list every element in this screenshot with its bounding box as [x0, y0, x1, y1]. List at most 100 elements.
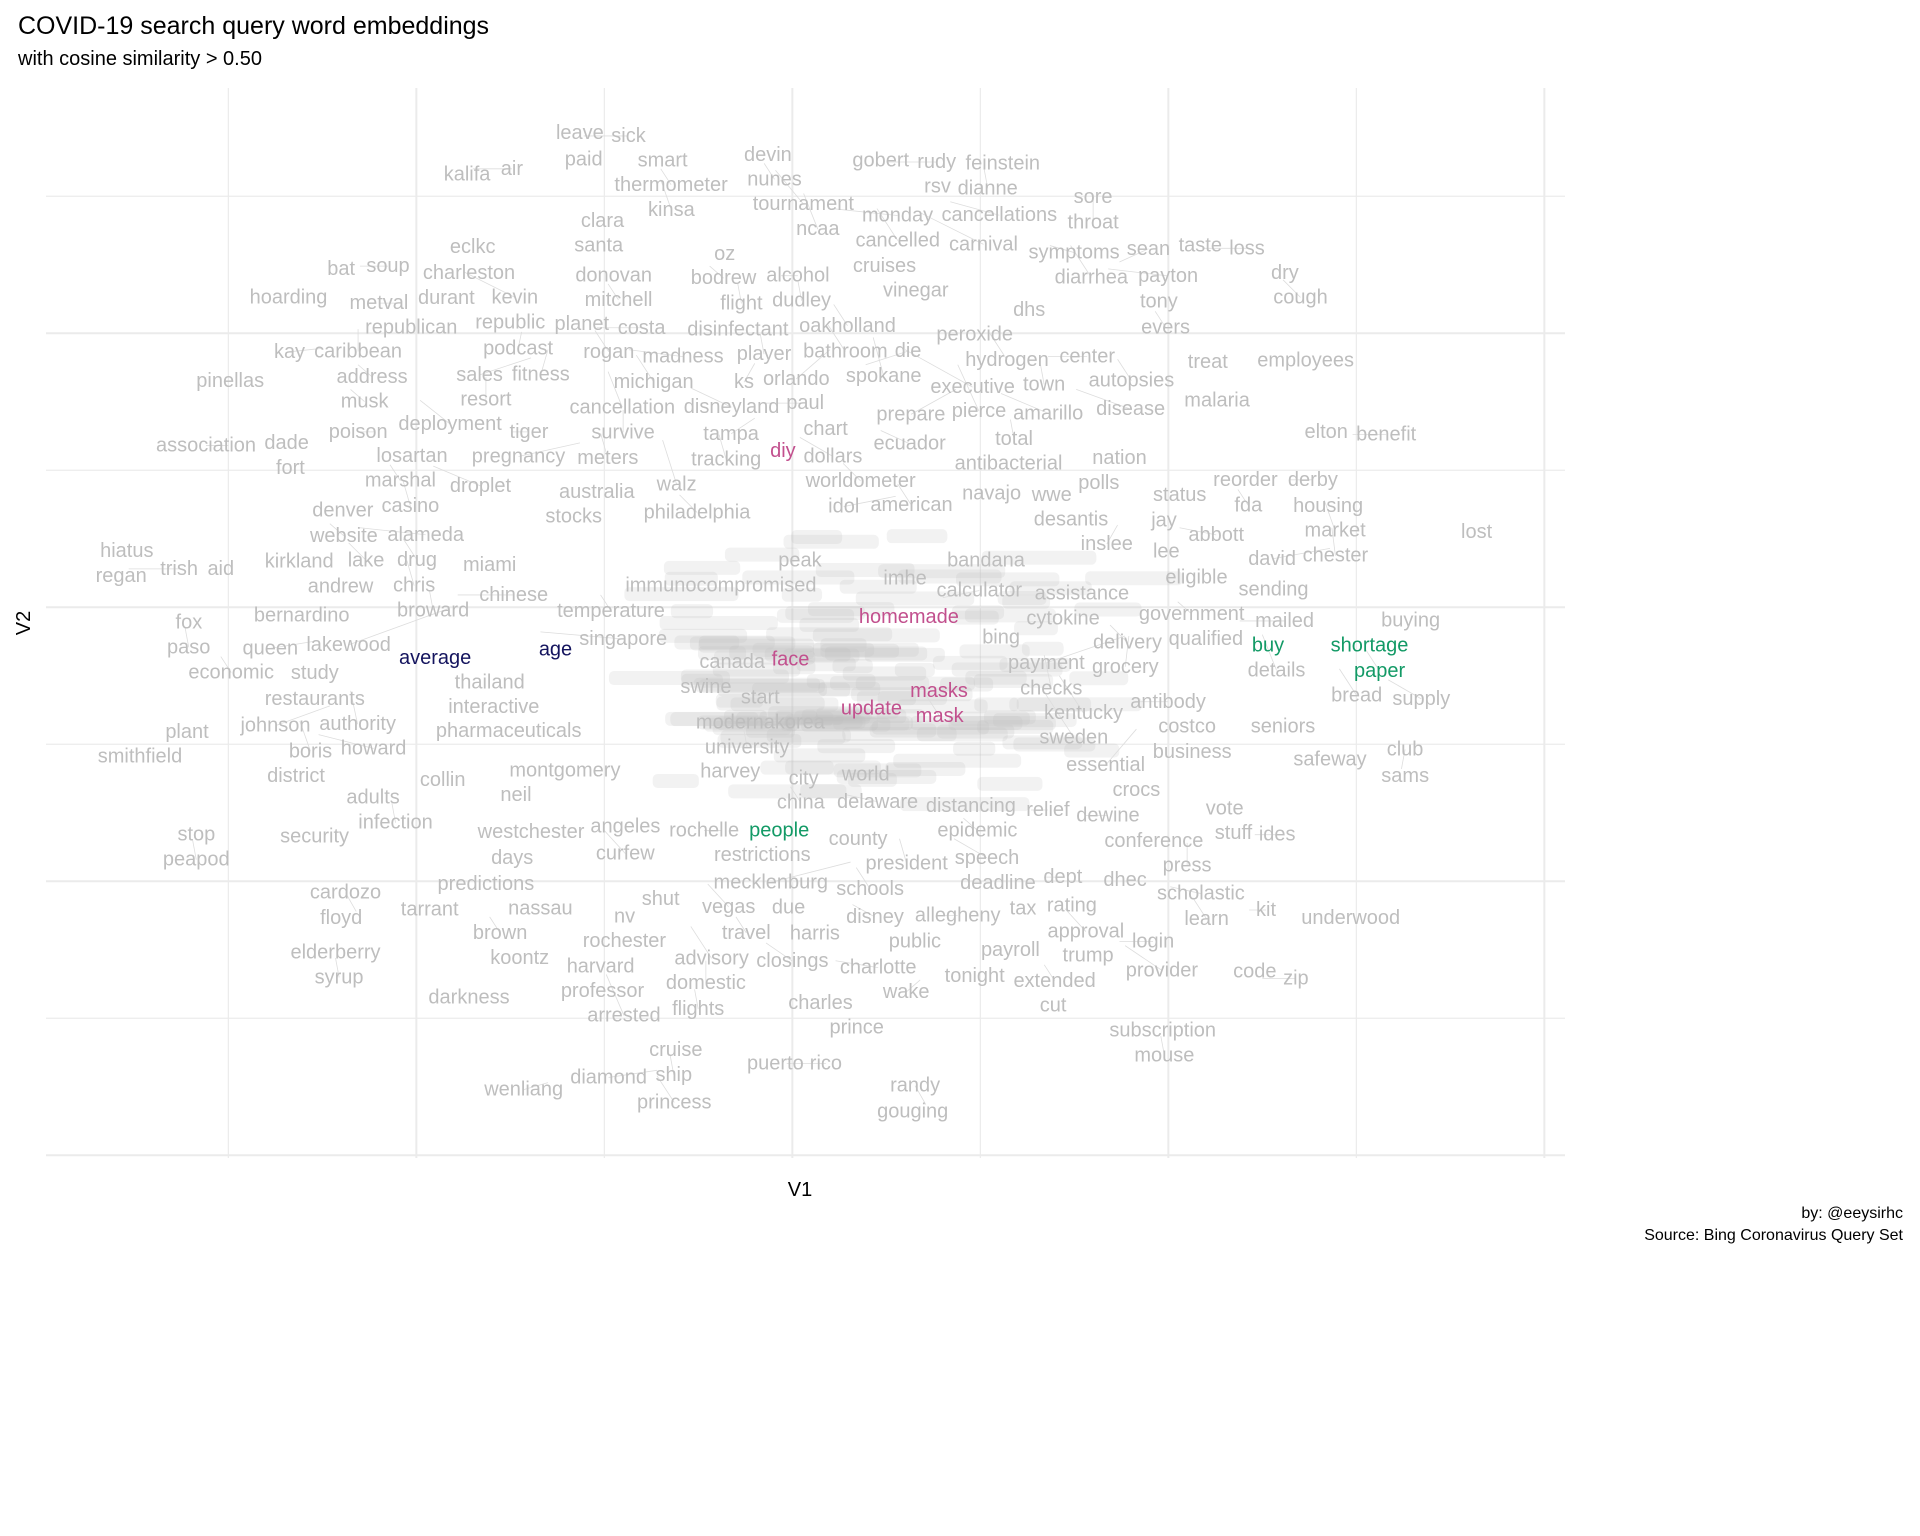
word-label: fitness: [512, 364, 570, 386]
word-label: kit: [1256, 899, 1276, 921]
word-label: world: [841, 763, 890, 785]
word-label: symptoms: [1029, 242, 1120, 264]
word-label: center: [1059, 346, 1115, 368]
overplotted-label-mark: [807, 602, 895, 617]
word-label: vote: [1206, 798, 1244, 820]
label-leader-line: [1045, 694, 1075, 738]
word-label: koontz: [490, 947, 549, 969]
overplotted-label-mark: [952, 605, 1005, 620]
label-leader-line: [842, 463, 861, 482]
word-label: meters: [577, 447, 638, 469]
label-leader-line: [628, 349, 684, 358]
label-leader-line: [775, 169, 804, 205]
highlighted-word-label: diy: [770, 440, 796, 462]
label-leader-line: [855, 867, 871, 890]
label-leader-line: [660, 168, 672, 186]
caption: by: @eeysirhc Source: Bing Coronavirus Q…: [1644, 1203, 1903, 1247]
overplotted-label-cluster: [608, 529, 1183, 812]
word-label: stuff: [1215, 822, 1253, 844]
word-label: total: [995, 428, 1033, 450]
highlighted-word-label: homemade: [859, 606, 959, 628]
overplotted-label-mark: [955, 572, 1060, 587]
label-leader-line: [523, 1082, 549, 1091]
word-label: predictions: [438, 873, 535, 895]
label-leader-line: [1272, 547, 1331, 560]
word-label: thermometer: [614, 174, 728, 196]
label-leader-line: [463, 271, 516, 298]
word-label: market: [1305, 520, 1367, 542]
label-leader-line: [950, 201, 1000, 216]
overplotted-label-mark: [776, 608, 855, 623]
overplotted-label-mark: [964, 608, 1056, 623]
word-label: town: [1023, 373, 1065, 395]
word-label: chester: [1303, 545, 1369, 567]
overplotted-label-mark: [999, 657, 1072, 672]
label-leader-line: [1261, 634, 1277, 671]
word-label: autopsies: [1089, 370, 1175, 392]
word-label: crocs: [1113, 779, 1161, 801]
word-label: schools: [836, 878, 904, 900]
word-label: dewine: [1076, 805, 1139, 827]
word-label: learn: [1184, 908, 1228, 930]
overplotted-label-mark: [833, 716, 914, 731]
word-label: diamond: [570, 1066, 647, 1088]
label-leader-line: [1043, 964, 1055, 982]
overplotted-label-mark: [608, 671, 730, 686]
word-label: distancing: [926, 795, 1016, 817]
word-label: inslee: [1081, 533, 1133, 555]
overplotted-label-mark: [713, 650, 816, 665]
word-label: tax: [1010, 897, 1037, 919]
caption-source: Source: Bing Coronavirus Query Set: [1644, 1227, 1903, 1244]
word-label: payroll: [981, 939, 1040, 961]
label-leader-line: [1237, 489, 1249, 506]
word-label: miami: [463, 554, 516, 576]
overplotted-label-mark: [973, 674, 1054, 689]
overplotted-label-mark: [772, 660, 816, 675]
overplotted-label-mark: [847, 772, 897, 787]
highlighted-word-label: update: [841, 698, 902, 720]
word-label: rudy: [917, 151, 956, 173]
word-label: government: [1139, 603, 1245, 625]
word-label: bodrew: [691, 267, 757, 289]
overplotted-label-mark: [953, 741, 996, 756]
overplotted-label-mark: [1009, 581, 1092, 596]
label-leader-line: [690, 926, 712, 959]
label-leader-line: [846, 794, 878, 803]
word-label: flights: [672, 998, 724, 1020]
label-leader-line: [289, 347, 323, 353]
label-leader-line: [899, 838, 908, 864]
word-label: harvey: [700, 761, 760, 783]
label-leader-line: [1179, 527, 1217, 536]
word-label: advisory: [674, 947, 748, 969]
highlighted-word-label: face: [772, 648, 810, 670]
word-label: paso: [167, 636, 210, 658]
overplotted-label-mark: [820, 643, 900, 658]
word-label: hiatus: [100, 540, 153, 562]
overplotted-label-mark: [693, 677, 821, 692]
word-label: cough: [1273, 286, 1328, 308]
label-leader-line: [594, 330, 610, 353]
word-label: status: [1153, 484, 1206, 506]
overplotted-label-mark: [659, 615, 778, 630]
word-label: economic: [188, 662, 274, 684]
word-label: closings: [756, 950, 828, 972]
word-label: carnival: [949, 233, 1018, 255]
overplotted-label-mark: [784, 716, 910, 731]
word-label: navajo: [962, 483, 1021, 505]
label-leader-line: [989, 333, 1008, 361]
word-label: authority: [319, 713, 396, 735]
overplotted-label-mark: [897, 699, 988, 714]
word-label: peroxide: [936, 324, 1013, 346]
overplotted-label-mark: [766, 728, 851, 743]
word-label: hydrogen: [965, 349, 1048, 371]
label-leader-line: [345, 892, 357, 912]
overplotted-label-mark: [736, 711, 834, 726]
word-label: ecuador: [874, 433, 947, 455]
word-label: rico: [810, 1053, 842, 1075]
label-leader-line: [833, 304, 848, 326]
word-label: bat: [327, 258, 355, 280]
word-label: press: [1163, 854, 1212, 876]
overplotted-label-mark: [839, 579, 917, 594]
word-label: malaria: [1184, 389, 1250, 411]
label-leader-line: [942, 590, 980, 599]
